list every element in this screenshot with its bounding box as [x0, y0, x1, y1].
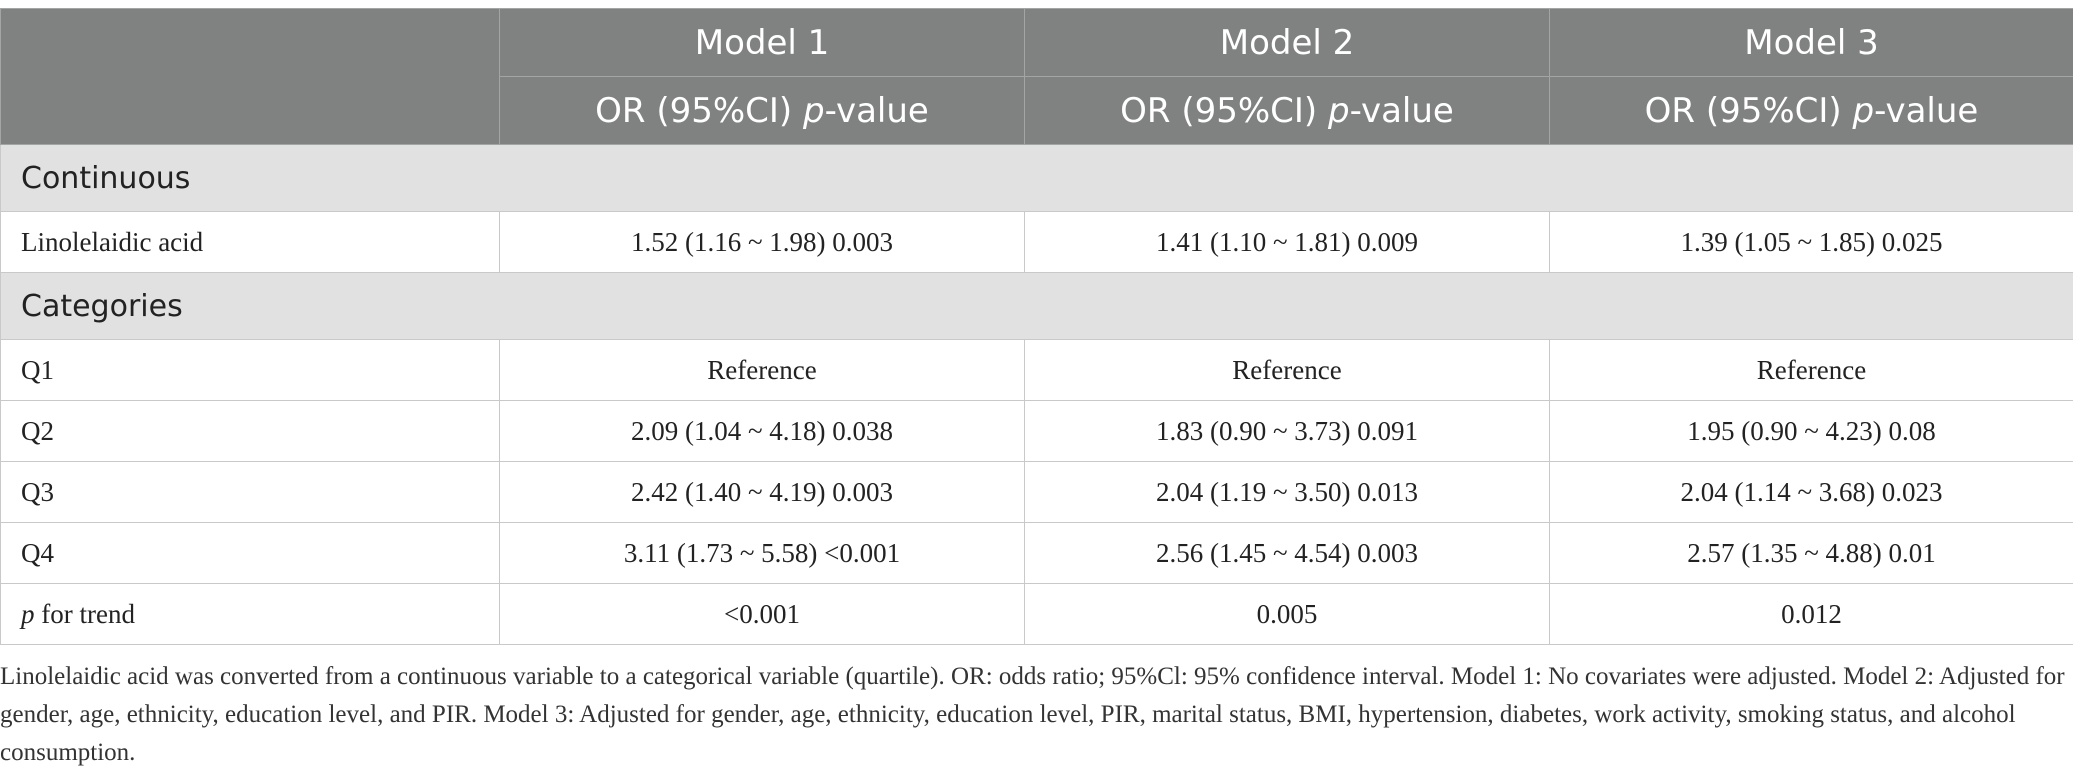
section-row-continuous: Continuous	[0, 144, 2073, 212]
cell-model-3: 2.57 (1.35 ~ 4.88) 0.01	[1549, 522, 2073, 584]
row-label-q1: Q1	[0, 339, 500, 401]
table-body: Continuous Linolelaidic acid 1.52 (1.16 …	[0, 144, 2073, 645]
cell-model-2: 0.005	[1024, 583, 1550, 645]
trend-italic-p: p	[21, 598, 35, 629]
table-row: p for trend <0.001 0.005 0.012	[0, 583, 2073, 645]
results-table-container: Model 1 Model 2 Model 3 OR (95%CI) p-val…	[0, 8, 2073, 645]
metric-suffix: -value	[824, 90, 929, 131]
cell-model-1: 1.52 (1.16 ~ 1.98) 0.003	[499, 211, 1025, 273]
cell-model-1: 2.42 (1.40 ~ 4.19) 0.003	[499, 461, 1025, 523]
table-footnote: Linolelaidic acid was converted from a c…	[0, 663, 2065, 766]
table-row: Q2 2.09 (1.04 ~ 4.18) 0.038 1.83 (0.90 ~…	[0, 400, 2073, 462]
trend-label-rest: for trend	[34, 598, 135, 629]
row-label-linolelaidic-acid: Linolelaidic acid	[0, 211, 500, 273]
metric-prefix: OR (95%CI)	[1644, 90, 1853, 131]
cell-model-2: Reference	[1024, 339, 1550, 401]
cell-model-1: <0.001	[499, 583, 1025, 645]
cell-model-1: 3.11 (1.73 ~ 5.58) <0.001	[499, 522, 1025, 584]
cell-model-2: 2.04 (1.19 ~ 3.50) 0.013	[1024, 461, 1550, 523]
table-row: Q3 2.42 (1.40 ~ 4.19) 0.003 2.04 (1.19 ~…	[0, 461, 2073, 523]
metric-suffix: -value	[1874, 90, 1979, 131]
header-model-2: Model 2	[1024, 8, 1550, 77]
section-row-categories: Categories	[0, 272, 2073, 340]
row-label-q2: Q2	[0, 400, 500, 462]
cell-model-3: Reference	[1549, 339, 2073, 401]
header-row-models: Model 1 Model 2 Model 3	[0, 8, 2073, 145]
header-model-1: Model 1	[499, 8, 1025, 77]
cell-model-3: 2.04 (1.14 ~ 3.68) 0.023	[1549, 461, 2073, 523]
metric-prefix: OR (95%CI)	[1120, 90, 1329, 131]
row-label-q4: Q4	[0, 522, 500, 584]
row-label-p-for-trend: p for trend	[0, 583, 500, 645]
cell-model-1: 2.09 (1.04 ~ 4.18) 0.038	[499, 400, 1025, 462]
header-row-metric: OR (95%CI) p-value OR (95%CI) p-value OR…	[1, 76, 2073, 145]
table-row: Q4 3.11 (1.73 ~ 5.58) <0.001 2.56 (1.45 …	[0, 522, 2073, 584]
row-label-q3: Q3	[0, 461, 500, 523]
section-label-continuous: Continuous	[0, 144, 2073, 212]
table-header: Model 1 Model 2 Model 3 OR (95%CI) p-val…	[0, 8, 2073, 145]
header-model-3: Model 3	[1549, 8, 2073, 77]
table-row: Linolelaidic acid 1.52 (1.16 ~ 1.98) 0.0…	[0, 211, 2073, 273]
cell-model-2: 1.83 (0.90 ~ 3.73) 0.091	[1024, 400, 1550, 462]
cell-model-3: 1.39 (1.05 ~ 1.85) 0.025	[1549, 211, 2073, 273]
header-corner-cell	[0, 8, 500, 145]
cell-model-2: 1.41 (1.10 ~ 1.81) 0.009	[1024, 211, 1550, 273]
results-table: Model 1 Model 2 Model 3 OR (95%CI) p-val…	[0, 8, 2073, 645]
section-label-categories: Categories	[0, 272, 2073, 340]
header-metric-1: OR (95%CI) p-value	[499, 76, 1025, 145]
cell-model-3: 0.012	[1549, 583, 2073, 645]
metric-italic-p: p	[803, 90, 825, 131]
metric-italic-p: p	[1328, 90, 1350, 131]
metric-suffix: -value	[1349, 90, 1454, 131]
metric-italic-p: p	[1852, 90, 1875, 131]
cell-model-2: 2.56 (1.45 ~ 4.54) 0.003	[1024, 522, 1550, 584]
cell-model-3: 1.95 (0.90 ~ 4.23) 0.08	[1549, 400, 2073, 462]
cell-model-1: Reference	[499, 339, 1025, 401]
header-metric-3: OR (95%CI) p-value	[1549, 76, 2073, 145]
table-row: Q1 Reference Reference Reference	[0, 339, 2073, 401]
header-metric-2: OR (95%CI) p-value	[1024, 76, 1550, 145]
metric-prefix: OR (95%CI)	[595, 90, 804, 131]
